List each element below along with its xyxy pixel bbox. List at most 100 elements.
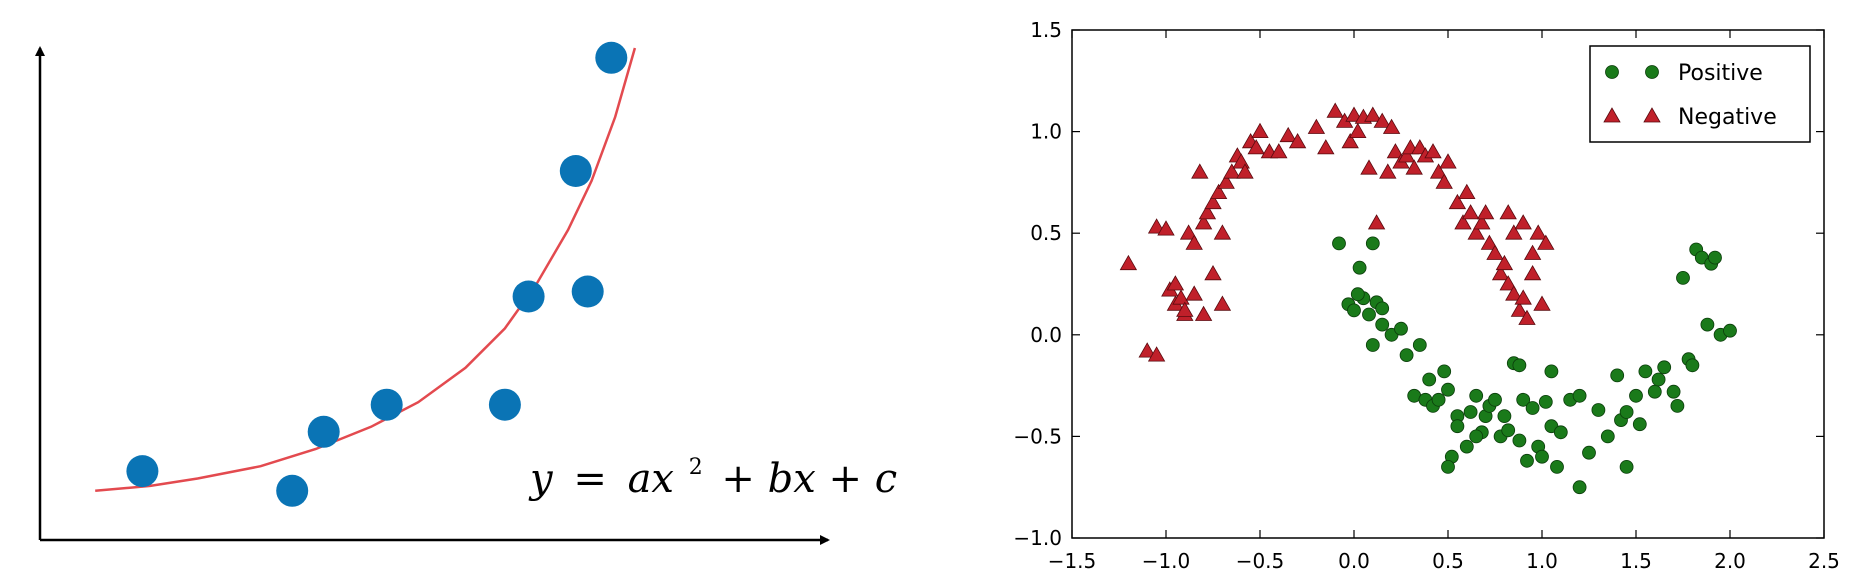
negative-point	[1147, 218, 1166, 234]
negative-point	[1198, 204, 1217, 220]
negative-point	[1223, 163, 1241, 179]
data-point	[126, 455, 159, 488]
positive-point	[1666, 384, 1681, 399]
positive-point	[1657, 360, 1672, 375]
data-point	[276, 474, 309, 507]
negative-point	[1176, 301, 1194, 317]
negative-point	[1529, 224, 1547, 240]
positive-point	[1632, 417, 1647, 432]
positive-point	[1441, 382, 1455, 397]
negative-point	[1373, 112, 1391, 128]
x-tick-label: 1.5	[1620, 549, 1652, 573]
positive-point	[1488, 392, 1502, 407]
positive-point	[1638, 364, 1653, 379]
negative-point	[1367, 214, 1386, 230]
positive-point	[1582, 445, 1596, 460]
positive-point	[1512, 433, 1527, 448]
negative-point	[1172, 289, 1190, 305]
positive-point	[1350, 287, 1365, 302]
negative-point	[1166, 275, 1185, 291]
data-point	[512, 280, 545, 313]
negative-point	[1435, 173, 1453, 189]
negative-point	[1514, 214, 1532, 230]
positive-point	[1538, 394, 1553, 409]
negative-point	[1467, 224, 1485, 240]
positive-point	[1375, 301, 1390, 316]
y-tick-label: 1.5	[1030, 18, 1062, 42]
positive-point	[1619, 405, 1634, 419]
negative-point	[1147, 346, 1166, 362]
positive-point	[1685, 358, 1700, 373]
positive-point	[1670, 398, 1685, 413]
positive-point	[1365, 236, 1380, 251]
negative-point	[1510, 301, 1529, 317]
data-point	[595, 41, 628, 74]
equation-rest: + bx + c	[721, 456, 897, 502]
positive-point	[1723, 323, 1737, 338]
y-tick-labels: −1.0 −0.5 0.0 0.5 1.0 1.5	[1013, 18, 1062, 550]
negative-point	[1191, 163, 1209, 179]
negative-point	[1194, 214, 1213, 230]
positive-point	[1375, 317, 1390, 332]
negative-point	[1448, 193, 1467, 210]
negative-point	[1204, 193, 1222, 210]
negative-point	[1473, 214, 1491, 230]
negative-point	[1213, 295, 1232, 311]
x-tick-labels: −1.5 −1.0 −0.5 0.0 0.5 1.0 1.5 2.0 2.5	[1048, 549, 1840, 573]
negative-point	[1486, 244, 1504, 260]
equation: y = ax 2 + bx + c	[528, 438, 897, 502]
negative-point	[1491, 264, 1510, 281]
negative-point	[1288, 132, 1307, 149]
positive-point	[1501, 423, 1516, 438]
equation-exponent: 2	[689, 455, 703, 480]
negative-point	[1461, 204, 1480, 220]
positive-point	[1463, 405, 1478, 419]
positive-point	[1362, 307, 1376, 322]
tick-marks	[1071, 29, 1825, 539]
x-tick-label: 0.0	[1338, 549, 1370, 573]
positive-point	[1647, 384, 1662, 399]
negative-point	[1317, 139, 1335, 155]
x-tick-label: 2.0	[1714, 549, 1746, 573]
negative-point	[1307, 118, 1326, 134]
legend-negative-label: Negative	[1678, 105, 1777, 130]
negative-point	[1405, 159, 1423, 175]
positive-series	[1332, 236, 1737, 495]
negative-point	[1523, 264, 1542, 281]
positive-point	[1332, 236, 1346, 251]
positive-point	[1544, 364, 1559, 379]
data-point	[307, 415, 340, 448]
negative-point	[1349, 122, 1367, 139]
negative-point	[1213, 224, 1232, 240]
left-chart: y = ax 2 + bx + c	[35, 41, 897, 545]
positive-point	[1469, 429, 1484, 444]
positive-point	[1365, 338, 1380, 352]
positive-point	[1516, 392, 1531, 407]
positive-point	[1512, 358, 1527, 373]
negative-point	[1157, 220, 1175, 236]
x-tick-label: 0.5	[1432, 549, 1464, 573]
fitted-curve	[95, 47, 637, 493]
positive-point	[1651, 372, 1666, 387]
negative-point	[1386, 143, 1405, 159]
negative-point	[1119, 254, 1138, 271]
equation-lhs: y	[528, 456, 554, 502]
positive-point	[1535, 449, 1549, 464]
negative-point	[1429, 163, 1448, 179]
legend-box	[1589, 45, 1811, 143]
positive-point	[1394, 321, 1408, 336]
x-tick-label: −1.0	[1142, 549, 1191, 573]
positive-point	[1352, 260, 1367, 275]
positive-point	[1629, 388, 1643, 403]
y-tick-label: −1.0	[1013, 526, 1062, 550]
negative-point	[1454, 214, 1472, 230]
positive-point	[1347, 303, 1361, 318]
data-point	[571, 275, 604, 308]
negative-point	[1341, 132, 1359, 149]
negative-point	[1194, 305, 1213, 321]
positive-point	[1497, 409, 1512, 424]
legend-positive-marker	[1605, 65, 1619, 79]
negative-point	[1537, 234, 1555, 250]
legend-positive-label: Positive	[1678, 61, 1763, 86]
